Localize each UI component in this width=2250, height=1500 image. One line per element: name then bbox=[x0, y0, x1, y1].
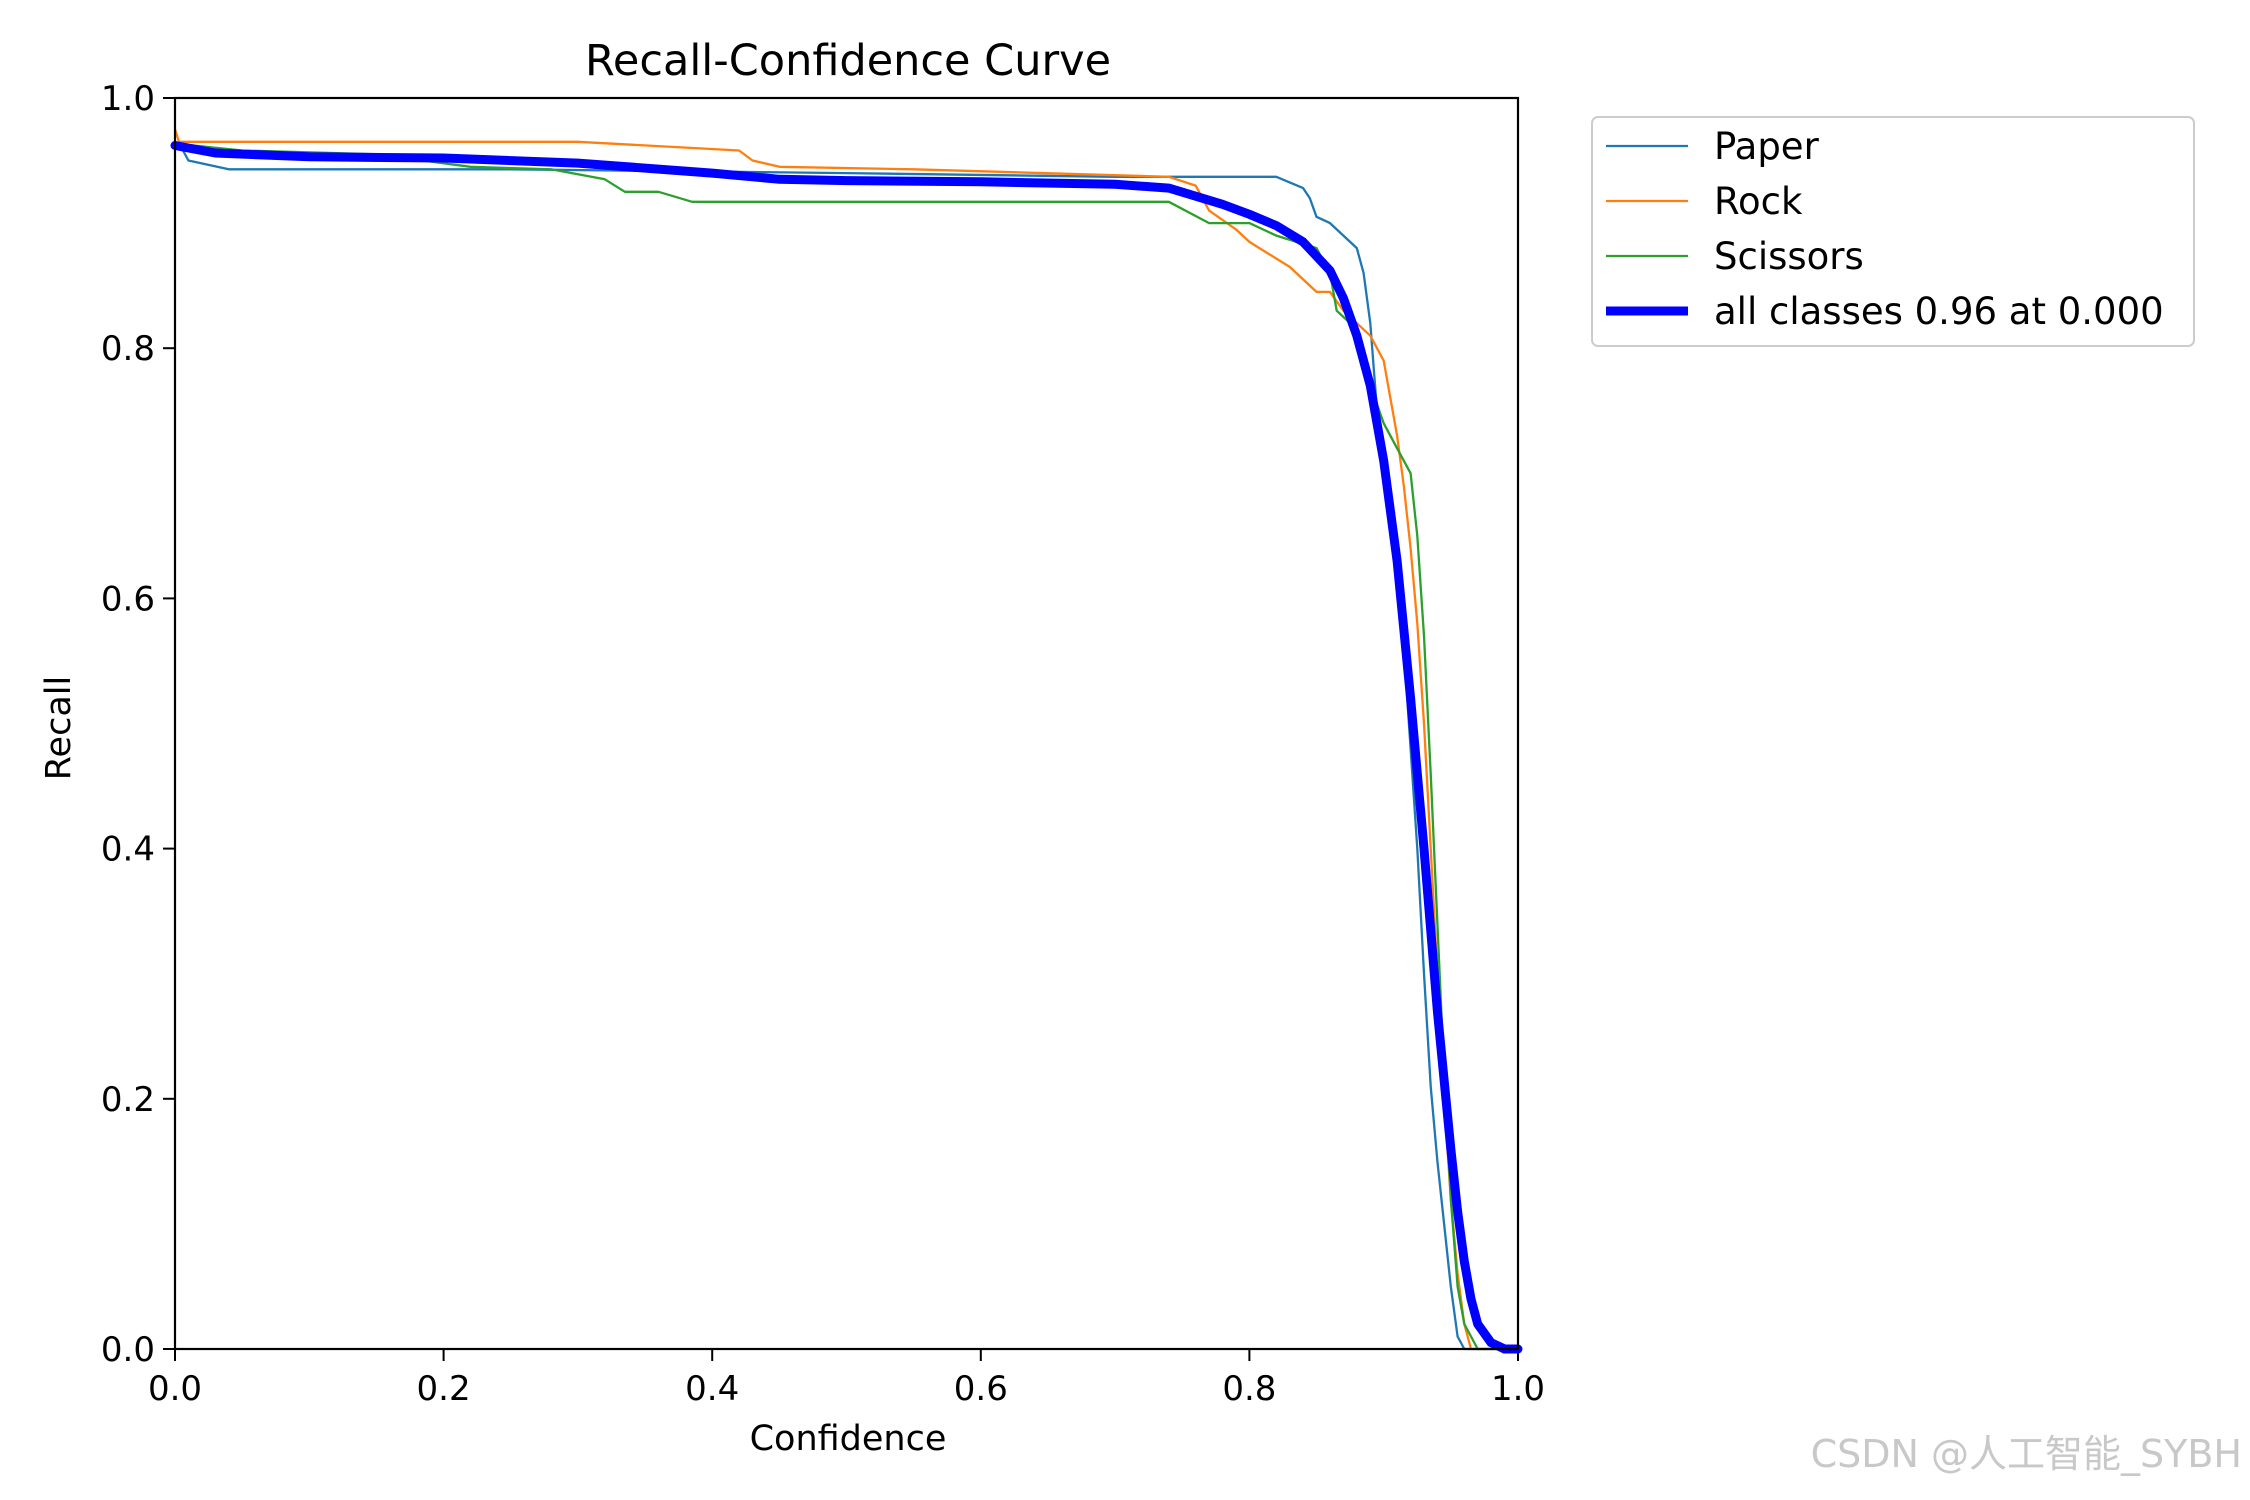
legend-box bbox=[1591, 116, 2195, 347]
y-tick-label: 1.0 bbox=[101, 79, 155, 119]
y-tick-label: 0.6 bbox=[101, 579, 155, 619]
series-layer bbox=[170, 128, 1523, 1354]
y-tick-label: 0.4 bbox=[101, 830, 155, 870]
y-tick-label: 0.2 bbox=[101, 1080, 155, 1120]
watermark: CSDN @人工智能_SYBH bbox=[1810, 1432, 2242, 1476]
x-tick-label: 0.8 bbox=[1222, 1369, 1276, 1409]
legend-label: all classes 0.96 at 0.000 bbox=[1714, 290, 2164, 333]
y-tick-label: 0.8 bbox=[101, 329, 155, 369]
x-tick-label: 0.2 bbox=[417, 1369, 471, 1409]
y-axis-label: Recall bbox=[39, 676, 79, 780]
series-line-all-classes-0-96-at-0-000 bbox=[170, 141, 1523, 1354]
plot-frame bbox=[173, 96, 1520, 1351]
x-tick-label: 0.4 bbox=[685, 1369, 739, 1409]
x-tick-label: 0.0 bbox=[148, 1369, 202, 1409]
tick-layer: 0.0 0.2 0.4 0.6 0.8 1.0 0.0 0.2 0.4 0.6 0.8 1.0 bbox=[101, 79, 1545, 1409]
legend-items: Paper Rock Scissors all classes 0.96 at 0.0… bbox=[1606, 125, 2164, 333]
x-axis-label: Confidence bbox=[750, 1419, 947, 1459]
y-tick-label: 0.0 bbox=[101, 1330, 155, 1370]
legend-label: Paper bbox=[1714, 125, 1820, 168]
legend-label: Scissors bbox=[1714, 235, 1864, 278]
legend: Paper Rock Scissors all classes 0.96 at 0.0… bbox=[1591, 116, 2195, 347]
chart-title: Recall-Confidence Curve bbox=[585, 36, 1111, 86]
x-tick-label: 0.6 bbox=[954, 1369, 1008, 1409]
x-tick-label: 1.0 bbox=[1491, 1369, 1545, 1409]
legend-label: Rock bbox=[1714, 180, 1803, 223]
